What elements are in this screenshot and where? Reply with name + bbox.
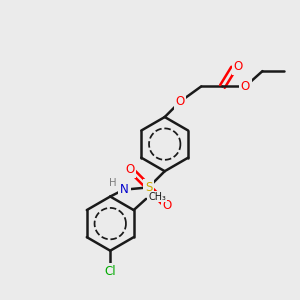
Text: S: S: [145, 181, 152, 194]
Text: H: H: [109, 178, 116, 188]
Text: O: O: [163, 199, 172, 212]
Text: O: O: [176, 95, 185, 108]
Text: CH₃: CH₃: [148, 191, 166, 202]
Text: O: O: [241, 80, 250, 93]
Text: O: O: [233, 60, 243, 73]
Text: N: N: [120, 183, 129, 196]
Text: Cl: Cl: [104, 265, 116, 278]
Text: O: O: [125, 163, 134, 176]
